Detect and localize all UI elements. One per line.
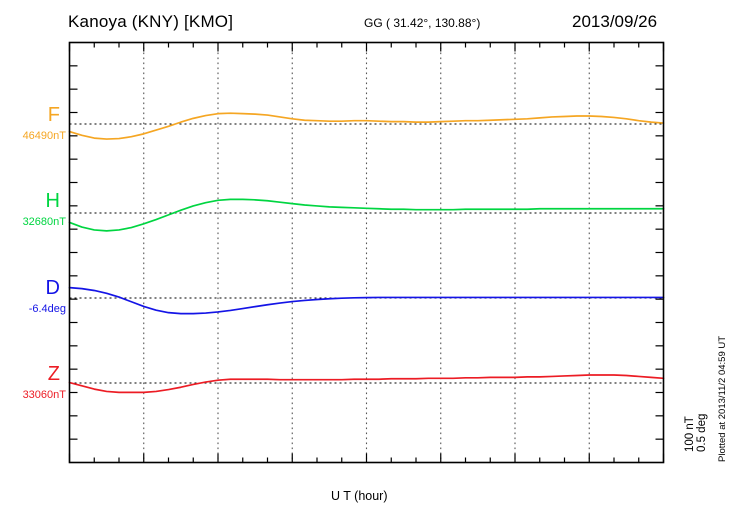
component-label-d: D	[45, 277, 60, 299]
scale-bar-label-nt: 100 nT	[684, 416, 696, 452]
component-label-z: Z	[47, 363, 60, 385]
scale-bar-label-deg: 0.5 deg	[696, 413, 708, 452]
page-title: Kanoya (KNY) [KMO]	[68, 12, 234, 31]
geographic-coordinates: GG ( 31.42°, 130.88°)	[364, 16, 481, 30]
component-baseline-z: 33060nT	[22, 389, 66, 401]
component-label-f: F	[47, 104, 60, 126]
data-traces	[68, 112, 665, 394]
component-baseline-f: 46490nT	[22, 130, 66, 142]
observation-date: 2013/09/26	[572, 12, 658, 31]
component-baseline-d: -6.4deg	[28, 303, 66, 315]
component-baseline-h: 32680nT	[22, 216, 66, 228]
axis-ticks	[68, 42, 665, 463]
plotted-at-timestamp: Plotted at 2013/11/2 04:59 UT	[717, 335, 728, 462]
gridlines	[143, 42, 590, 463]
component-label-h: H	[45, 190, 60, 212]
x-axis-title: U T (hour)	[331, 489, 388, 503]
